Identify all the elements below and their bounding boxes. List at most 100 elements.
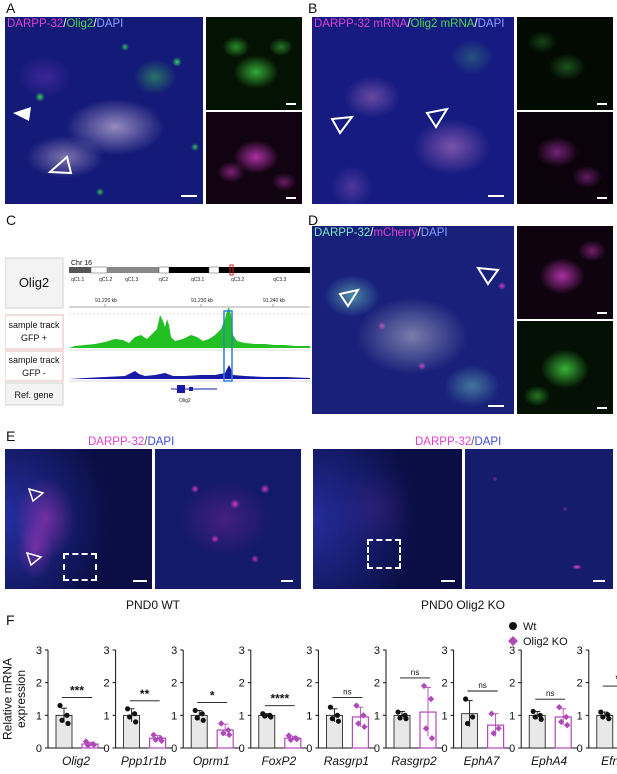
track1-label-line1: sample track (8, 320, 60, 330)
scale-bar (286, 103, 296, 105)
wt-data-point (64, 712, 70, 718)
wt-data-point (199, 711, 205, 717)
ruler-coordinate: 91,220 kb (95, 298, 117, 304)
y-tick-label: 2 (36, 678, 42, 690)
gene-name-label: Rasgrp2 (391, 754, 437, 768)
y-tick-label: 3 (441, 645, 447, 657)
significance-label: * (615, 672, 617, 686)
refgene-label: Ref. gene (14, 390, 53, 400)
gene-name-label: Olig2 (62, 754, 90, 768)
refgene-exon (177, 385, 185, 393)
panel-e-right-title-dapi: DAPI (474, 436, 502, 448)
y-tick-label: 1 (239, 710, 245, 722)
y-tick-label: 3 (171, 645, 177, 657)
y-tick-label: 1 (103, 710, 109, 722)
panel-a-title-slash2: / (93, 18, 97, 30)
panel-d-merged-image: DARPP-32/mCherry/DAPI (312, 226, 514, 414)
scale-bar (597, 197, 607, 199)
wt-data-point (65, 720, 71, 727)
gene-label-box (5, 257, 64, 309)
ideogram-band (255, 267, 310, 273)
panel-e-left-title: DARPP-32/DAPI (88, 436, 174, 449)
zoom-region-box (63, 553, 97, 581)
y-tick-label: 3 (103, 645, 109, 657)
caption-pnd0-ko: PND0 Olig2 KO (420, 598, 506, 612)
y-tick-label: 0 (171, 743, 177, 755)
y-tick-label: 1 (441, 710, 447, 722)
panel-a-title-darpp: DARPP-32 (7, 18, 64, 30)
ko-data-point (355, 720, 362, 727)
wt-data-point (268, 714, 274, 720)
ideogram-band (107, 267, 159, 273)
y-tick-label: 0 (103, 743, 109, 755)
open-arrowhead-icon (27, 487, 45, 503)
ko-data-point (285, 732, 292, 739)
y-tick-label: 1 (374, 710, 380, 722)
ko-data-point (353, 702, 360, 709)
legend-wt-marker (509, 622, 517, 630)
panel-b-title-dapi: DAPI (477, 18, 505, 30)
wt-data-point (532, 714, 538, 720)
significance-label: *** (70, 684, 84, 698)
panel-e-left-title-darpp: DARPP-32 (88, 436, 145, 448)
olig2-locus-highlight (223, 310, 233, 382)
y-tick-label: 2 (577, 678, 583, 690)
panel-label-a: A (6, 0, 16, 16)
y-tick-label: 2 (374, 678, 380, 690)
wt-data-point (194, 715, 200, 721)
panel-b-title-slash1: / (407, 18, 411, 30)
y-tick-label: 1 (36, 710, 42, 722)
y-tick-label: 0 (239, 743, 245, 755)
y-tick-label: 1 (577, 710, 583, 722)
wt-data-point (397, 715, 403, 721)
scale-bar (597, 407, 607, 409)
wt-data-point (606, 716, 612, 722)
filled-arrowhead-icon (13, 107, 31, 121)
open-arrowhead-icon (425, 107, 450, 129)
y-tick-label: 2 (239, 678, 245, 690)
open-arrowhead-icon (25, 551, 43, 567)
wt-data-point (192, 707, 198, 714)
panel-b-title: DARPP-32 mRNA/Olig2 mRNA/DAPI (314, 18, 504, 31)
y-tick-label: 0 (441, 743, 447, 755)
y-tick-label: 0 (509, 743, 515, 755)
gene-name-label: EphA4 (531, 754, 567, 768)
wt-data-point (598, 709, 604, 715)
ko-data-point (558, 718, 565, 726)
wt-data-point (125, 706, 131, 712)
gfp-positive-coverage-track (69, 307, 310, 348)
panel-e-wt-arrowheads (25, 487, 45, 567)
significance-label: ns (546, 689, 554, 698)
panel-b-green-channel (517, 17, 613, 110)
gene-name-label: Rasgrp1 (324, 754, 369, 768)
wt-data-point (327, 704, 333, 710)
wt-bar (258, 714, 276, 749)
panel-e-wt-overview (5, 449, 152, 589)
ruler-coordinate: 91,230 kb (191, 298, 213, 304)
ko-data-point (556, 703, 563, 711)
scale-bar (488, 405, 504, 407)
significance-label: ** (140, 687, 150, 701)
panel-c-genome-browser: Olig2 sample track GFP + sample track GF… (5, 257, 310, 406)
panel-a-title-olig2: Olig2 (66, 18, 94, 30)
ko-data-point (564, 721, 571, 729)
panel-d-arrowheads (338, 266, 500, 308)
panel-e-ko-zoom (465, 449, 613, 589)
y-tick-label: 1 (509, 710, 515, 722)
y-tick-label: 3 (374, 645, 380, 657)
wt-data-point (537, 712, 543, 718)
ideogram-band (69, 267, 91, 273)
ko-data-point (427, 695, 435, 703)
panel-label-e: E (6, 428, 16, 444)
panel-d-title-slash1: / (370, 227, 374, 239)
wt-data-point (334, 712, 340, 718)
panel-b-title-darpp: DARPP-32 mRNA (314, 18, 408, 30)
band-label: qC1.3 (125, 277, 139, 283)
band-label: qC3.1 (191, 277, 205, 283)
wt-data-point (329, 716, 335, 722)
gene-name-label: Ppp1r1b (121, 754, 167, 768)
open-arrowhead-icon (330, 115, 355, 135)
scale-bar (181, 195, 197, 197)
y-tick-label: 0 (374, 743, 380, 755)
panel-a-green-channel (206, 17, 302, 110)
